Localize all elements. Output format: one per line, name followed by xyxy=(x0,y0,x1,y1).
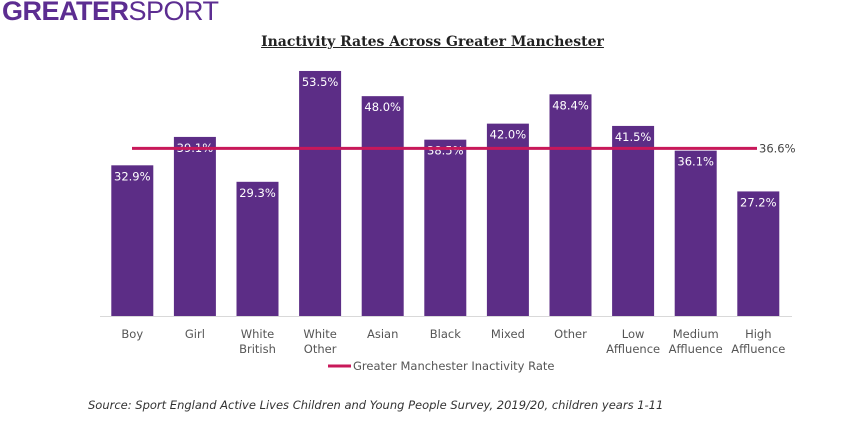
legend-label: Greater Manchester Inactivity Rate xyxy=(353,359,554,373)
category-label: Affluence xyxy=(669,342,723,356)
category-label: Girl xyxy=(185,327,205,341)
data-label: 48.0% xyxy=(364,100,401,114)
data-label: 29.3% xyxy=(239,186,276,200)
bar xyxy=(424,139,467,316)
chart-title: Inactivity Rates Across Greater Manchest… xyxy=(261,34,604,50)
category-label: Affluence xyxy=(731,342,785,356)
bar xyxy=(486,123,529,316)
bar xyxy=(299,70,342,316)
data-label: 32.9% xyxy=(114,169,151,183)
greatersport-logo: GREATERSPORT xyxy=(2,0,219,27)
source-note: Source: Sport England Active Lives Child… xyxy=(88,398,664,412)
category-label: Other xyxy=(554,327,587,341)
bar xyxy=(361,96,404,316)
category-label: Asian xyxy=(367,327,398,341)
category-label: Mixed xyxy=(491,327,525,341)
category-label: High xyxy=(745,327,771,341)
reference-line-label: 36.6% xyxy=(759,141,796,155)
data-label: 27.2% xyxy=(740,195,777,209)
data-label: 41.5% xyxy=(615,130,652,144)
bar xyxy=(549,94,592,316)
data-label: 36.1% xyxy=(677,155,714,169)
category-label: Medium xyxy=(673,327,719,341)
category-label: White xyxy=(303,327,336,341)
category-label: Boy xyxy=(121,327,143,341)
bar xyxy=(173,136,216,316)
bar xyxy=(236,181,279,316)
category-label: Affluence xyxy=(606,342,660,356)
bar xyxy=(612,125,655,317)
category-label: Other xyxy=(304,342,337,356)
logo-bold: GREATER xyxy=(2,0,129,26)
category-label: British xyxy=(239,342,276,356)
bar xyxy=(111,165,154,316)
data-label: 38.5% xyxy=(427,144,464,158)
data-label: 48.4% xyxy=(552,98,589,112)
bar xyxy=(737,191,780,316)
bar xyxy=(674,150,717,316)
category-label: Black xyxy=(430,327,461,341)
data-label: 42.0% xyxy=(490,128,527,142)
logo-light: SPORT xyxy=(128,0,220,26)
category-label: Low xyxy=(622,327,645,341)
category-label: White xyxy=(241,327,274,341)
data-label: 53.5% xyxy=(302,75,339,89)
